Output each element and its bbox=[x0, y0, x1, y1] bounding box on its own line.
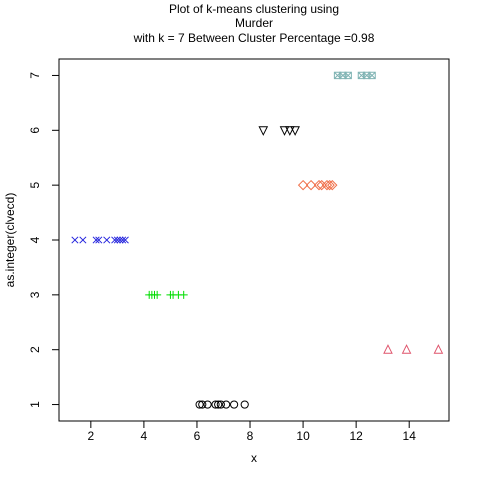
cluster-5-points bbox=[297, 179, 338, 191]
chart-title: Plot of k-means clustering using Murder … bbox=[133, 2, 375, 45]
data-point bbox=[222, 400, 231, 409]
data-point bbox=[279, 126, 290, 136]
data-point bbox=[216, 400, 225, 409]
x-axis-label: x bbox=[251, 451, 257, 465]
data-point bbox=[119, 236, 127, 244]
data-point bbox=[203, 400, 212, 409]
cluster-1-points bbox=[195, 400, 249, 409]
data-point bbox=[401, 344, 412, 354]
data-point bbox=[324, 179, 335, 191]
y-tick-label: 4 bbox=[28, 236, 42, 243]
data-point bbox=[195, 400, 204, 409]
y-tick-label: 6 bbox=[28, 127, 42, 134]
cluster-6-points bbox=[258, 126, 300, 136]
data-point bbox=[113, 236, 121, 244]
cluster-7-points bbox=[333, 71, 376, 80]
x-tick-label: 14 bbox=[403, 429, 417, 443]
data-point bbox=[290, 126, 300, 136]
x-tick-label: 4 bbox=[141, 429, 148, 443]
data-point bbox=[433, 344, 444, 354]
x-tick-label: 2 bbox=[87, 429, 94, 443]
data-point bbox=[313, 179, 325, 191]
y-axis-label: as.integer(clvecd) bbox=[3, 193, 17, 288]
data-point bbox=[383, 344, 393, 354]
data-point bbox=[179, 290, 188, 299]
data-point bbox=[297, 179, 309, 191]
data-point bbox=[214, 400, 223, 409]
cluster-2-points bbox=[383, 344, 444, 354]
x-tick-label: 10 bbox=[296, 429, 310, 443]
x-tick-label: 6 bbox=[194, 429, 201, 443]
x-tick-label: 12 bbox=[349, 429, 363, 443]
data-point bbox=[258, 126, 269, 136]
data-point bbox=[285, 126, 295, 136]
title-line-2: Murder bbox=[235, 16, 273, 30]
data-point bbox=[111, 236, 119, 244]
data-point bbox=[198, 400, 207, 409]
y-tick-label: 7 bbox=[28, 72, 42, 79]
data-point bbox=[211, 400, 220, 409]
title-line-3: with k = 7 Between Cluster Percentage =0… bbox=[133, 31, 375, 45]
data-point bbox=[103, 236, 111, 244]
cluster-3-points bbox=[145, 290, 188, 299]
data-point bbox=[121, 236, 129, 244]
title-line-1: Plot of k-means clustering using bbox=[169, 2, 339, 16]
x-axis: 2 4 6 8 10 12 14 bbox=[87, 420, 417, 443]
data-point bbox=[79, 236, 87, 244]
y-axis: 1 2 3 4 5 6 7 bbox=[28, 72, 60, 408]
data-point bbox=[153, 290, 162, 299]
data-points bbox=[71, 71, 444, 409]
data-point bbox=[71, 236, 79, 244]
y-tick-label: 1 bbox=[28, 401, 42, 408]
data-point bbox=[95, 236, 103, 244]
data-point bbox=[116, 236, 124, 244]
data-point bbox=[305, 179, 317, 191]
data-point bbox=[368, 71, 376, 80]
data-point bbox=[327, 179, 338, 191]
y-tick-label: 2 bbox=[28, 346, 42, 353]
x-tick-label: 8 bbox=[247, 429, 254, 443]
data-point bbox=[240, 400, 249, 409]
cluster-4-points bbox=[71, 236, 129, 244]
data-point bbox=[230, 400, 239, 409]
data-point bbox=[92, 236, 100, 244]
y-tick-label: 3 bbox=[28, 291, 42, 298]
y-tick-label: 5 bbox=[28, 181, 42, 188]
data-point bbox=[344, 71, 352, 80]
